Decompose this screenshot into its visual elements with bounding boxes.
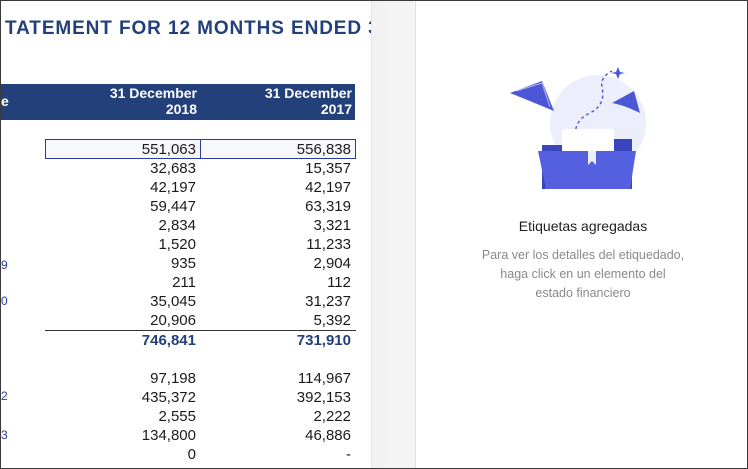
- cell-2017[interactable]: 5,392: [313, 312, 351, 329]
- cell-2017[interactable]: 392,153: [296, 389, 351, 406]
- table-row[interactable]: 97,198 114,967: [45, 369, 356, 388]
- total-2018[interactable]: 746,841: [141, 332, 196, 349]
- cell-2018[interactable]: 42,197: [150, 179, 196, 196]
- side-panel-description: Para ver los detalles del etiquedado, ha…: [481, 248, 685, 300]
- header-cutoff-text: e: [1, 93, 9, 109]
- cell-2017[interactable]: 11,233: [306, 236, 351, 253]
- cell-2018[interactable]: 59,447: [150, 198, 196, 215]
- cell-2017[interactable]: 3,321: [313, 217, 351, 234]
- note-link-cutoff[interactable]: 9: [1, 258, 8, 272]
- cell-2017[interactable]: 42,197: [305, 179, 351, 196]
- table-row[interactable]: 35,045 31,237: [45, 292, 356, 311]
- cell-2017[interactable]: -: [346, 446, 351, 463]
- cell-2018[interactable]: 935: [170, 255, 196, 272]
- selected-row-divider: [200, 139, 201, 159]
- table-row[interactable]: 935 2,904: [45, 254, 356, 273]
- financial-statement-panel: TATEMENT FOR 12 MONTHS ENDED 31 e 31 Dec…: [1, 1, 371, 468]
- cell-2017[interactable]: 2,222: [313, 408, 351, 425]
- empty-folder-illustration-icon: [510, 67, 646, 189]
- table-row[interactable]: 0 -: [45, 445, 356, 464]
- cell-2017[interactable]: 114,967: [297, 370, 351, 387]
- cell-2018[interactable]: 134,800: [141, 427, 196, 444]
- column-header-band: [1, 84, 355, 120]
- statement-title: TATEMENT FOR 12 MONTHS ENDED 31: [5, 18, 371, 39]
- table-row[interactable]: 551,063 556,838: [45, 140, 356, 159]
- cell-2018[interactable]: 551,063: [141, 141, 196, 158]
- table-row[interactable]: 2,834 3,321: [45, 216, 356, 235]
- column-header-2018: 31 December 2018: [109, 85, 197, 117]
- column-header-2017: 31 December 2017: [264, 85, 352, 117]
- cell-2017[interactable]: 112: [327, 274, 351, 291]
- cell-2017[interactable]: 556,838: [296, 141, 351, 158]
- total-row[interactable]: 746,841 731,910: [45, 331, 356, 350]
- table-row[interactable]: 2,555 2,222: [45, 407, 356, 426]
- table-row[interactable]: 59,447 63,319: [45, 197, 356, 216]
- cell-2018[interactable]: 211: [172, 274, 196, 291]
- panel-gutter: [385, 1, 415, 468]
- cell-2018[interactable]: 2,834: [158, 217, 196, 234]
- cell-2017[interactable]: 63,319: [305, 198, 351, 215]
- table-row[interactable]: 32,683 15,357: [45, 159, 356, 178]
- side-panel-title: Etiquetas agregadas: [518, 218, 648, 234]
- note-link-cutoff[interactable]: 2: [1, 389, 8, 403]
- tags-side-panel: Etiquetas agregadas Para ver los detalle…: [415, 1, 747, 468]
- total-separator: [45, 330, 356, 331]
- cell-2018[interactable]: 0: [187, 446, 196, 463]
- table-row[interactable]: 435,372 392,153: [45, 388, 356, 407]
- cell-2018[interactable]: 435,372: [141, 389, 196, 406]
- table-row[interactable]: 134,800 46,886: [45, 426, 356, 445]
- vertical-scrollbar[interactable]: [371, 1, 385, 468]
- cell-2018[interactable]: 35,045: [150, 293, 196, 310]
- note-link-cutoff[interactable]: 3: [1, 428, 8, 442]
- cell-2017[interactable]: 2,904: [313, 255, 351, 272]
- table-row[interactable]: 211 112: [45, 273, 356, 292]
- table-row[interactable]: 42,197 42,197: [45, 178, 356, 197]
- cell-2018[interactable]: 97,198: [150, 370, 196, 387]
- cell-2018[interactable]: 2,555: [158, 408, 196, 425]
- note-link-cutoff[interactable]: 0: [1, 294, 8, 308]
- cell-2017[interactable]: 31,237: [305, 293, 351, 310]
- table-row[interactable]: 1,520 11,233: [45, 235, 356, 254]
- cell-2017[interactable]: 46,886: [305, 427, 351, 444]
- table-row[interactable]: 20,906 5,392: [45, 311, 356, 330]
- total-2017[interactable]: 731,910: [296, 332, 351, 349]
- cell-2018[interactable]: 1,520: [158, 236, 196, 253]
- cell-2018[interactable]: 32,683: [150, 160, 196, 177]
- cell-2018[interactable]: 20,906: [150, 312, 196, 329]
- cell-2017[interactable]: 15,357: [305, 160, 351, 177]
